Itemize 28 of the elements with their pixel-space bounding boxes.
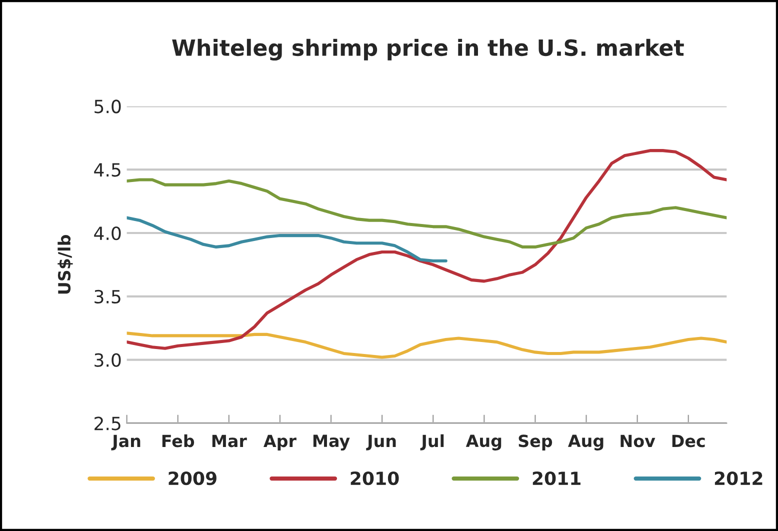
x-tick-label: Nov [620,434,656,448]
x-tick-label: Sep [518,434,552,450]
x-tick-label: Jul [420,434,444,450]
x-tick-label: Mar [212,434,247,448]
legend-label: 2010 [350,471,399,486]
x-tick-label: Dec [672,434,705,448]
x-tick-label: May [313,434,350,450]
x-tick-label: Aug [568,434,604,450]
legend-label: 2009 [168,471,216,486]
line-series [126,149,727,350]
x-tick-label: Feb [162,434,194,448]
y-tick-label: 3.0 [94,353,121,367]
y-tick-label: 4.0 [94,226,121,240]
x-tick-label: Jun [366,434,396,450]
y-tick-label: 3.5 [94,290,120,304]
y-tick-label: 2.5 [94,416,120,430]
x-tick-label: Apr [264,434,296,450]
x-tick-label: Aug [466,434,502,450]
line-series [126,178,727,248]
x-tick-label: Jan [111,434,140,450]
y-tick-label: 4.5 [94,163,120,177]
y-axis-title: US$/lb [58,235,73,294]
line-series [126,332,727,359]
legend-label: 2011 [532,471,580,486]
chart-title: Whiteleg shrimp price in the U.S. market [172,38,684,61]
y-tick-label: 5.0 [94,100,121,114]
line-series [126,216,448,262]
legend-label: 2012 [714,471,762,486]
